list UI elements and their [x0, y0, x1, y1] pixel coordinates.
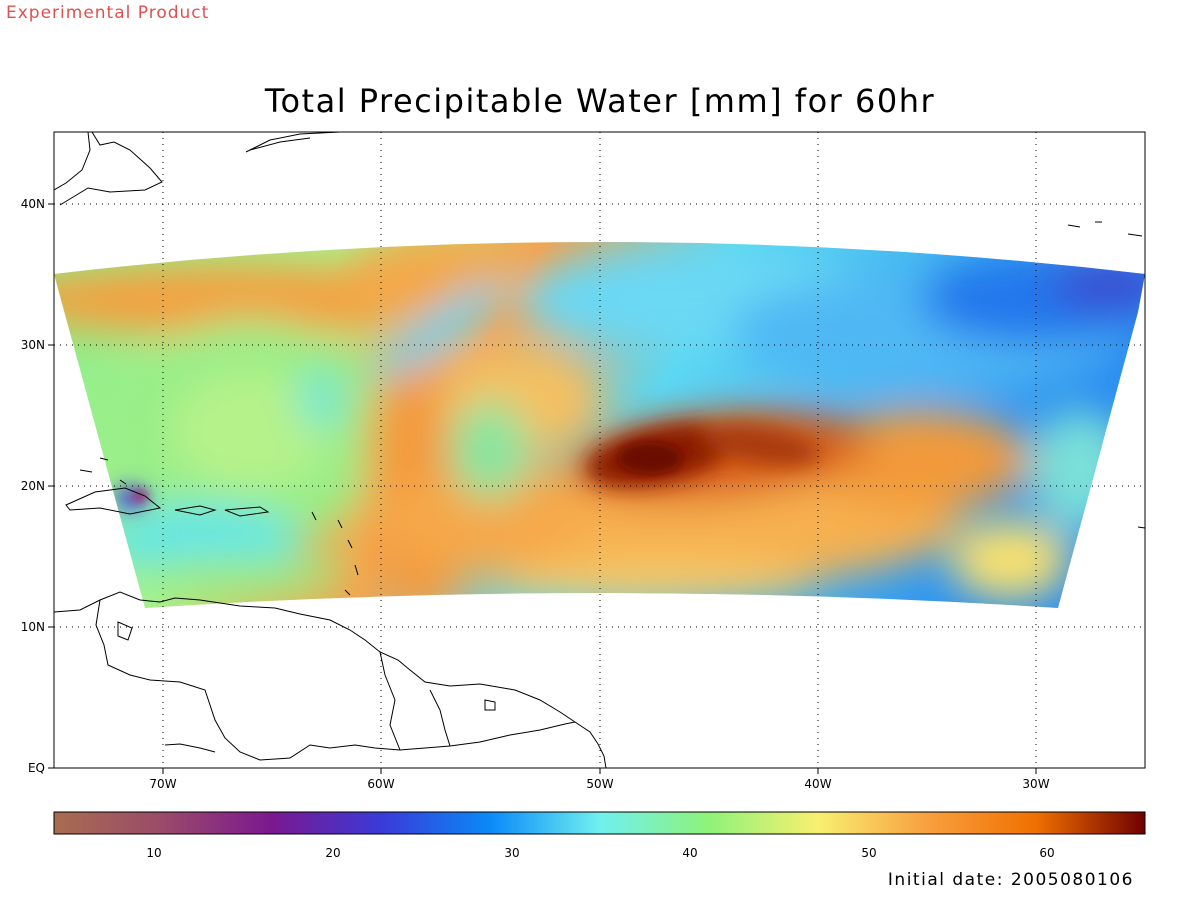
- map-title: Total Precipitable Water [mm] for 60hr: [264, 82, 936, 120]
- lat-label: 40N: [21, 197, 45, 211]
- lat-label: EQ: [28, 761, 45, 775]
- coastlines: [54, 132, 1145, 768]
- colorbar-tick-label: 20: [325, 846, 340, 860]
- colorbar: [53, 811, 1146, 835]
- tpw-field: [54, 242, 1145, 608]
- colorbar-tick-label: 10: [146, 846, 161, 860]
- lon-label: 70W: [149, 777, 176, 791]
- graticule: [54, 132, 1145, 768]
- lon-label: 40W: [804, 777, 831, 791]
- colorbar-labels: 10 20 30 40 50 60: [146, 846, 1054, 860]
- axis-ticks: [48, 203, 1037, 774]
- lon-label: 60W: [367, 777, 394, 791]
- colorbar-tick-label: 50: [861, 846, 876, 860]
- latitude-labels: EQ 10N 20N 30N 40N: [21, 197, 45, 775]
- colorbar-tick-label: 40: [682, 846, 697, 860]
- colorbar-tick-label: 30: [504, 846, 519, 860]
- colorbar-tick-label: 60: [1039, 846, 1054, 860]
- longitude-labels: 70W 60W 50W 40W 30W: [149, 777, 1049, 791]
- experimental-product-label: Experimental Product: [6, 3, 210, 23]
- lon-label: 50W: [586, 777, 613, 791]
- lat-label: 30N: [21, 338, 45, 352]
- lon-label: 30W: [1022, 777, 1049, 791]
- initial-date-label: Initial date: 2005080106: [887, 870, 1134, 890]
- lat-label: 20N: [21, 479, 45, 493]
- lat-label: 10N: [21, 620, 45, 634]
